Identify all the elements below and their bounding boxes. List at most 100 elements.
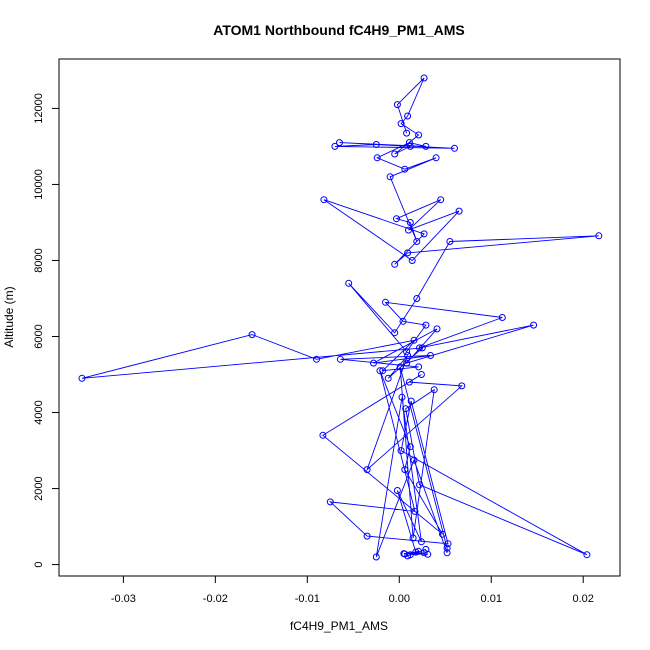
data-point (386, 173, 394, 181)
x-tick-label: -0.01 (295, 593, 320, 605)
data-point (420, 74, 428, 82)
y-tick-label: 4000 (33, 400, 45, 424)
data-point (458, 382, 466, 390)
data-point (415, 131, 423, 139)
data-point (401, 466, 409, 474)
data-point (406, 219, 414, 226)
data-point (391, 329, 399, 337)
data-point (336, 139, 343, 147)
data-point (410, 336, 418, 344)
series-line (81, 77, 599, 558)
data-point (400, 550, 408, 558)
data-point (407, 397, 415, 405)
data-point (433, 325, 441, 333)
data-point (326, 498, 334, 506)
x-tick-label: 0.01 (481, 593, 502, 605)
chart-title: ATOM1 Northbound fC4H9_PM1_AMS (213, 22, 465, 38)
data-point (437, 196, 445, 204)
data-point (412, 548, 420, 556)
data-point (363, 532, 371, 540)
data-point (595, 232, 603, 240)
data-point (413, 295, 421, 302)
data-point (443, 549, 451, 557)
data-point (422, 321, 430, 329)
y-axis-title: Altitude (m) (2, 286, 16, 347)
data-point (404, 249, 412, 257)
data-point (391, 150, 399, 158)
data-point (498, 314, 506, 321)
data-point (393, 487, 401, 494)
data-point (403, 129, 411, 137)
data-point (403, 359, 411, 367)
data-point (439, 530, 446, 538)
data-point (345, 279, 353, 287)
data-point (424, 550, 432, 558)
data-point (379, 367, 387, 375)
data-point (404, 352, 412, 359)
data-point (336, 355, 344, 363)
data-point (443, 544, 451, 552)
data-point (422, 142, 430, 150)
data-point (416, 481, 423, 489)
plot-frame (58, 58, 621, 577)
data-point (320, 196, 328, 204)
data-point (530, 321, 538, 329)
data-point (406, 551, 414, 559)
data-point (432, 154, 440, 162)
y-tick-label: 12000 (33, 93, 45, 124)
data-point (418, 344, 426, 352)
data-point (583, 551, 591, 559)
data-point (402, 405, 410, 413)
data-point (405, 378, 413, 386)
data-point (397, 447, 405, 455)
data-point (398, 393, 406, 401)
y-axis: 0 2000 4000 6000 8000 10000 12000 (33, 93, 60, 568)
data-point (393, 215, 400, 223)
data-point (363, 466, 371, 474)
data-point (399, 317, 407, 325)
data-point (409, 534, 417, 542)
data-point (416, 344, 423, 352)
data-point (401, 165, 409, 173)
x-tick-label: 0.02 (573, 593, 594, 605)
x-axis-title: fC4H9_PM1_AMS (290, 619, 388, 633)
data-point (408, 257, 416, 264)
data-point (393, 101, 401, 109)
data-point (455, 207, 463, 215)
data-point (331, 142, 339, 150)
data-point (413, 238, 421, 245)
data-point (446, 238, 454, 245)
y-tick-label: 10000 (33, 169, 45, 200)
x-axis: -0.03 -0.02 -0.01 0.00 0.01 0.02 (111, 575, 594, 605)
data-point (406, 443, 414, 451)
data-point (404, 112, 412, 120)
data-point (420, 549, 428, 557)
data-point (415, 363, 423, 371)
data-point (391, 260, 399, 268)
data-point (382, 298, 389, 306)
data-point (427, 352, 434, 359)
data-point (451, 144, 458, 152)
data-point (313, 355, 320, 363)
data-point (372, 141, 380, 148)
data-point (410, 456, 418, 464)
data-point (411, 507, 419, 515)
data-point (405, 139, 413, 147)
series-lines (81, 77, 599, 558)
y-tick-label: 6000 (33, 324, 45, 348)
data-point (372, 553, 380, 561)
y-tick-label: 8000 (33, 248, 45, 272)
data-point (376, 367, 384, 375)
data-point (405, 226, 412, 234)
data-point (78, 374, 86, 382)
data-point (403, 348, 411, 356)
data-point (430, 386, 438, 394)
data-point (370, 359, 377, 367)
data-point (417, 538, 425, 546)
data-point (396, 363, 404, 371)
data-point (319, 431, 327, 439)
data-point (248, 331, 256, 339)
data-point (397, 120, 405, 128)
x-tick-label: 0.00 (389, 593, 410, 605)
